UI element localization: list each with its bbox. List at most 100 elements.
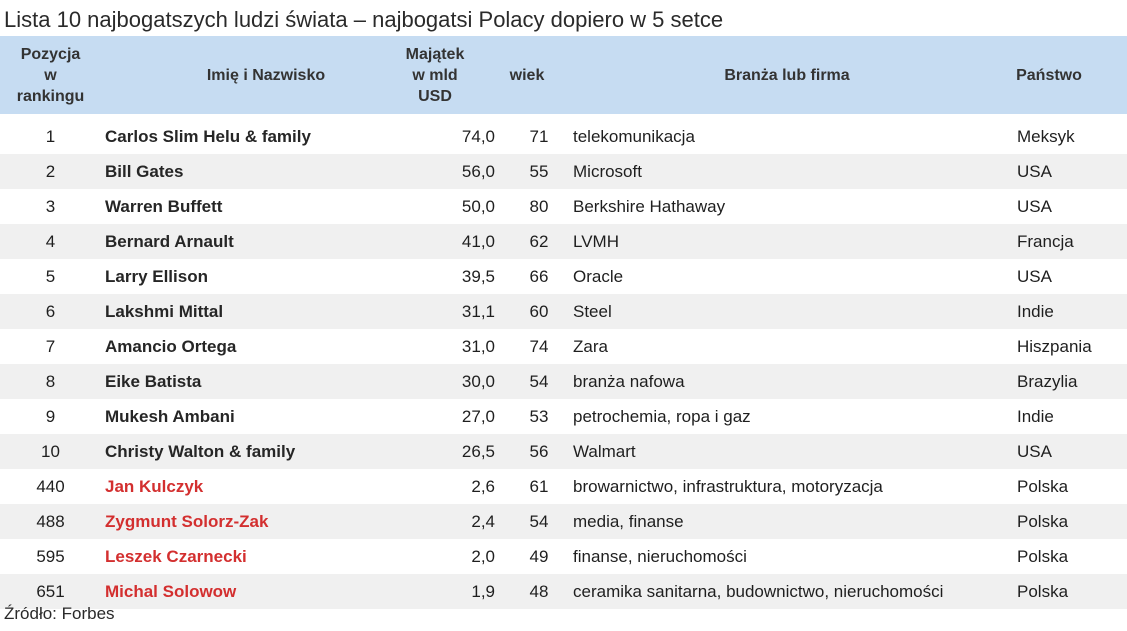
cell-age: 60 bbox=[529, 301, 549, 321]
cell-name: Lakshmi Mittal bbox=[105, 301, 224, 321]
cell-country: Polska bbox=[1017, 511, 1069, 531]
table-row: 10 Christy Walton & family 26,5 56 Walmart US… bbox=[0, 434, 1127, 469]
cell-name: Leszek Czarnecki bbox=[105, 546, 247, 566]
ranking-table: Pozycja w rankingu Imię i Nazwisko Mająt… bbox=[0, 36, 1127, 609]
header-wealth-line: w mld bbox=[412, 66, 458, 84]
header-industry: Branża lub firma bbox=[724, 66, 850, 84]
table-row: 488 Zygmunt Solorz-Zak 2,4 54 media, finanse… bbox=[0, 504, 1127, 539]
header-wealth-line: USD bbox=[418, 87, 452, 105]
cell-industry: media, finanse bbox=[573, 511, 684, 531]
cell-wealth: 2,6 bbox=[471, 476, 495, 496]
cell-age: 56 bbox=[529, 441, 549, 461]
cell-wealth: 30,0 bbox=[461, 371, 495, 391]
cell-age: 61 bbox=[529, 476, 549, 496]
cell-wealth: 74,0 bbox=[461, 126, 495, 146]
cell-age: 54 bbox=[529, 511, 549, 531]
table-row: 3 Warren Buffett 50,0 80 Berkshire Hathaway U… bbox=[0, 189, 1127, 224]
cell-position: 488 bbox=[36, 511, 65, 531]
cell-age: 48 bbox=[529, 581, 549, 601]
cell-age: 80 bbox=[529, 196, 549, 216]
cell-country: Meksyk bbox=[1017, 126, 1075, 146]
cell-country: Hiszpania bbox=[1017, 336, 1092, 356]
cell-position: 7 bbox=[45, 336, 56, 356]
header-position-line: w bbox=[44, 66, 57, 84]
cell-position: 3 bbox=[45, 196, 56, 216]
cell-industry: petrochemia, ropa i gaz bbox=[573, 406, 751, 426]
cell-age: 54 bbox=[529, 371, 549, 391]
cell-name: Christy Walton & family bbox=[105, 441, 296, 461]
cell-age: 74 bbox=[529, 336, 549, 356]
cell-industry: Microsoft bbox=[573, 161, 642, 181]
header-position-line: Pozycja bbox=[20, 45, 81, 63]
table-row: 440 Jan Kulczyk 2,6 61 browarnictwo, infrast… bbox=[0, 469, 1127, 504]
cell-name: Jan Kulczyk bbox=[105, 476, 204, 496]
cell-wealth: 41,0 bbox=[461, 231, 495, 251]
cell-wealth: 56,0 bbox=[461, 161, 495, 181]
cell-industry: Walmart bbox=[573, 441, 636, 461]
cell-country: USA bbox=[1017, 196, 1052, 216]
cell-name: Bernard Arnault bbox=[105, 231, 234, 251]
cell-wealth: 2,0 bbox=[471, 546, 495, 566]
cell-age: 49 bbox=[529, 546, 549, 566]
cell-industry: Oracle bbox=[573, 266, 624, 286]
header-position-line: rankingu bbox=[16, 87, 85, 105]
cell-position: 9 bbox=[45, 406, 56, 426]
cell-wealth: 26,5 bbox=[461, 441, 495, 461]
cell-industry: ceramika sanitarna, budownictwo, nieruch… bbox=[573, 581, 944, 601]
cell-industry: LVMH bbox=[573, 231, 619, 251]
table-row: 2 Bill Gates 56,0 55 Microsoft USA bbox=[0, 154, 1127, 189]
cell-position: 4 bbox=[45, 231, 56, 251]
cell-country: Brazylia bbox=[1017, 371, 1078, 391]
cell-position: 2 bbox=[45, 161, 56, 181]
table-row: 8 Eike Batista 30,0 54 branża nafowa Brazylia bbox=[0, 364, 1127, 399]
cell-position: 595 bbox=[36, 546, 65, 566]
cell-industry: Steel bbox=[573, 301, 612, 321]
cell-industry: browarnictwo, infrastruktura, motoryzacj… bbox=[573, 476, 883, 496]
table-row: 595 Leszek Czarnecki 2,0 49 finanse, nieruch… bbox=[0, 539, 1127, 574]
cell-name: Eike Batista bbox=[105, 371, 202, 391]
header-wealth-line: Majątek bbox=[405, 45, 465, 63]
cell-age: 55 bbox=[529, 161, 549, 181]
cell-name: Michal Solowow bbox=[105, 581, 237, 601]
cell-name: Zygmunt Solorz-Zak bbox=[105, 511, 269, 531]
cell-wealth: 31,1 bbox=[461, 301, 495, 321]
cell-position: 1 bbox=[45, 126, 56, 146]
header-wealth: Majątek w mld USD bbox=[375, 44, 495, 107]
cell-country: Francja bbox=[1017, 231, 1074, 251]
cell-country: Indie bbox=[1017, 406, 1054, 426]
table-row: 6 Lakshmi Mittal 31,1 60 Steel Indie bbox=[0, 294, 1127, 329]
cell-wealth: 1,9 bbox=[471, 581, 495, 601]
table-row: 5 Larry Ellison 39,5 66 Oracle USA bbox=[0, 259, 1127, 294]
cell-name: Mukesh Ambani bbox=[105, 406, 235, 426]
cell-age: 53 bbox=[529, 406, 549, 426]
cell-wealth: 27,0 bbox=[461, 406, 495, 426]
header-position: Pozycja w rankingu bbox=[0, 44, 101, 107]
cell-age: 66 bbox=[529, 266, 549, 286]
cell-country: Polska bbox=[1017, 581, 1069, 601]
cell-country: USA bbox=[1017, 161, 1052, 181]
cell-country: Polska bbox=[1017, 476, 1069, 496]
table-header: Pozycja w rankingu Imię i Nazwisko Mająt… bbox=[0, 36, 1127, 114]
cell-position: 8 bbox=[45, 371, 56, 391]
cell-wealth: 50,0 bbox=[461, 196, 495, 216]
table-row: 651 Michal Solowow 1,9 48 ceramika sanitarna… bbox=[0, 574, 1127, 609]
cell-position: 440 bbox=[36, 476, 65, 496]
header-country: Państwo bbox=[1016, 66, 1082, 84]
cell-wealth: 31,0 bbox=[461, 336, 495, 356]
cell-industry: finanse, nieruchomości bbox=[573, 546, 747, 566]
cell-position: 10 bbox=[41, 441, 60, 461]
cell-industry: Berkshire Hathaway bbox=[573, 196, 726, 216]
cell-wealth: 2,4 bbox=[471, 511, 495, 531]
table-body: 1 Carlos Slim Helu & family 74,0 71 telekomu… bbox=[0, 119, 1127, 609]
cell-age: 71 bbox=[529, 126, 549, 146]
cell-position: 651 bbox=[36, 581, 65, 601]
table-row: 4 Bernard Arnault 41,0 62 LVMH Francja bbox=[0, 224, 1127, 259]
page-title: Lista 10 najbogatszych ludzi świata – na… bbox=[4, 7, 724, 32]
cell-age: 62 bbox=[529, 231, 549, 251]
cell-wealth: 39,5 bbox=[461, 266, 495, 286]
cell-industry: branża nafowa bbox=[573, 371, 685, 391]
cell-industry: telekomunikacja bbox=[573, 126, 695, 146]
cell-country: Indie bbox=[1017, 301, 1054, 321]
table-row: 7 Amancio Ortega 31,0 74 Zara Hiszpania bbox=[0, 329, 1127, 364]
cell-position: 5 bbox=[45, 266, 56, 286]
